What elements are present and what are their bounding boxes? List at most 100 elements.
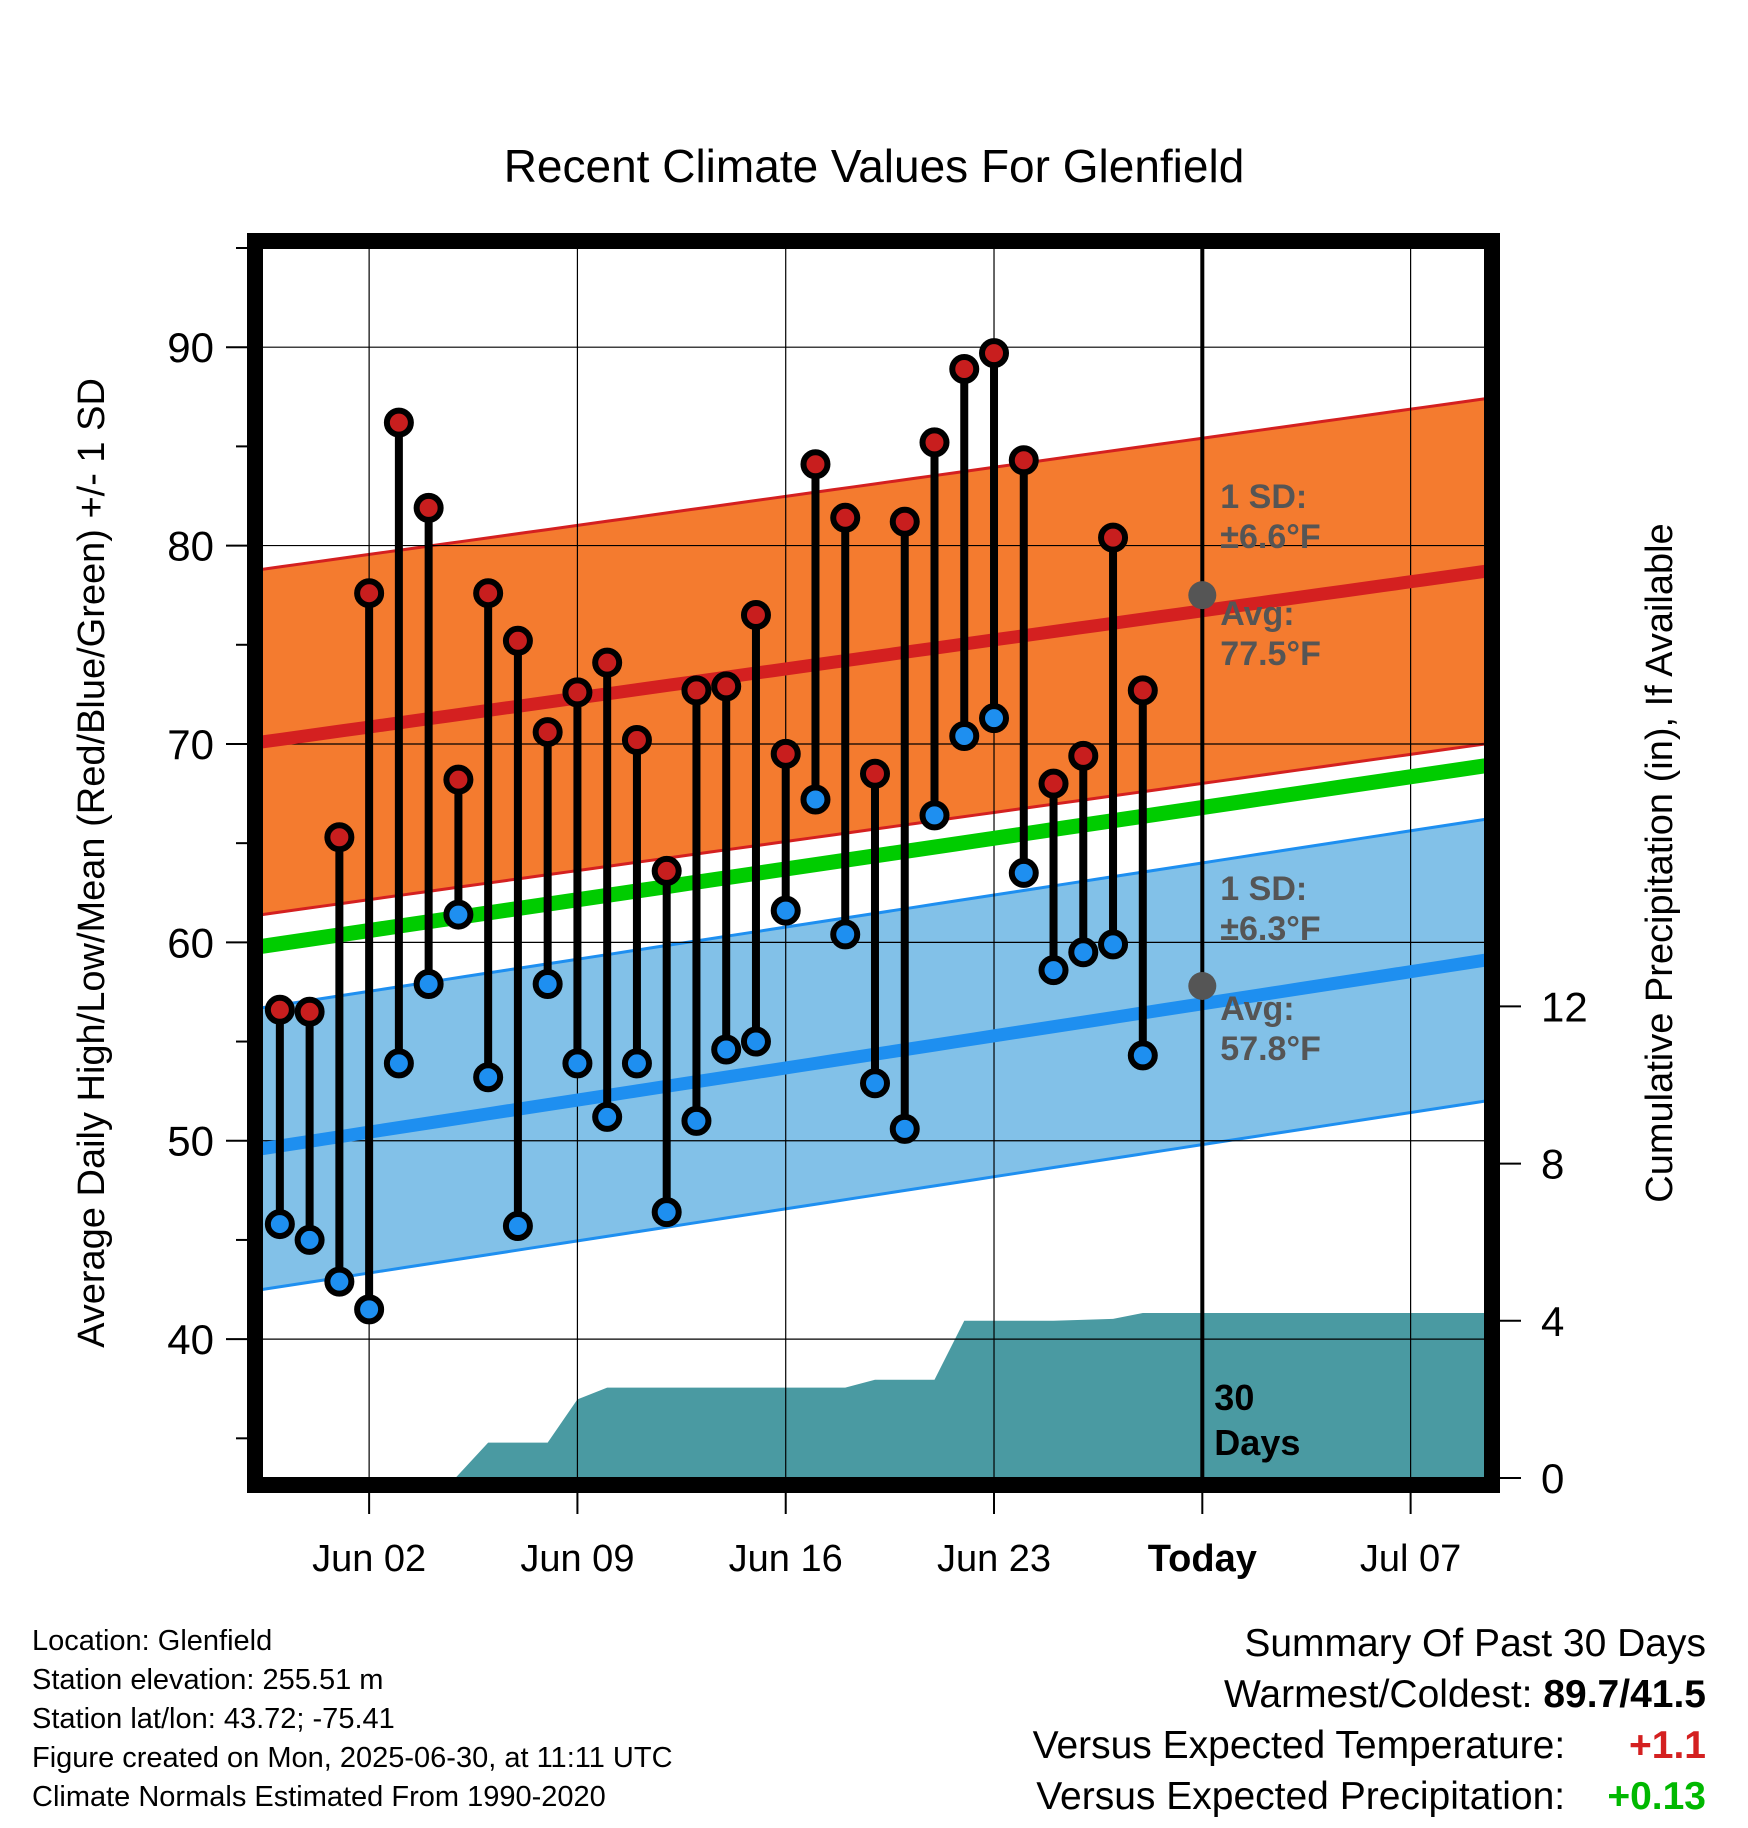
daily-high-point [859,758,890,789]
daily-low-point [324,1266,355,1297]
daily-low-point [383,1048,414,1079]
daily-low-point [1127,1040,1158,1071]
daily-high-point [1161,0,1185,12]
precip-label: Versus Expected Precipitation: [1036,1775,1566,1818]
daily-low-point [621,1048,652,1079]
daily-high-point [294,996,325,1027]
daily-high-point [919,427,950,458]
location-text: Location: Glenfield [32,1625,273,1657]
daily-high-point [592,647,623,678]
daily-low-point [1098,929,1129,960]
daily-high-point [711,671,742,702]
daily-low-point [830,919,861,950]
y-left-tick-label: 90 [167,324,214,371]
daily-high-point [949,354,980,385]
daily-high-point [979,338,1010,369]
low-avg-annotation-line: 57.8°F [1220,1030,1321,1068]
today-days-label: Days [1214,1422,1300,1463]
temp-label: Versus Expected Temperature: [1032,1724,1566,1767]
daily-low-point [740,1026,771,1057]
daily-low-point [1161,0,1185,12]
summary-temp: Versus Expected Temperature: +1.1 [1033,1720,1706,1771]
high-sd-annotation-line: ±6.6°F [1220,518,1320,556]
daily-high-point [1068,740,1099,771]
chart-title: Recent Climate Values For Glenfield [504,140,1245,192]
daily-low-point [889,1113,920,1144]
high-sd-annotation-line: 1 SD: [1220,478,1307,516]
summary-panel: Summary Of Past 30 Days Warmest/Coldest:… [1033,1618,1706,1822]
x-tick-label: Jun 09 [520,1538,634,1580]
high-sd-edge-upper [262,397,1485,571]
y-right-tick-label: 0 [1541,1455,1564,1502]
y-right-axis-label: Cumulative Precipitation (in), If Availa… [1639,523,1681,1202]
daily-low-point [443,899,474,930]
daily-low-point [413,969,444,1000]
daily-high-point [651,855,682,886]
x-tick-label: Today [1148,1538,1257,1580]
summary-warm-cold: Warmest/Coldest: 89.7/41.5 [1033,1669,1706,1720]
daily-high-point [1008,445,1039,476]
station-info: Location: Glenfield Station elevation: 2… [32,1622,673,1817]
x-tick-label: Jun 23 [937,1538,1051,1580]
y-left-tick-label: 80 [167,523,214,570]
today-high-avg-marker [1188,581,1217,610]
daily-high-point [562,677,593,708]
daily-low-point [651,1197,682,1228]
daily-high-point [1127,675,1158,706]
x-tick-label: Jun 02 [312,1538,426,1580]
created-text: Figure created on Mon, 2025-06-30, at 11… [32,1742,673,1774]
y-right-tick-label: 8 [1541,1141,1564,1188]
normals-text: Climate Normals Estimated From 1990-2020 [32,1781,606,1813]
low-sd-edge-lower [262,1099,1485,1292]
daily-high-point [354,578,385,609]
x-tick-label: Jul 07 [1360,1538,1461,1580]
daily-low-point [473,1062,504,1093]
y-left-tick-label: 40 [167,1316,214,1363]
daily-low-point [859,1068,890,1099]
x-tick-label: Jun 16 [729,1538,843,1580]
high-avg-annotation-line: 77.5°F [1220,635,1321,673]
low-sd-annotation-line: ±6.3°F [1220,910,1320,948]
daily-low-point [949,721,980,752]
today-days-label: 30 [1214,1377,1254,1418]
daily-low-point [1068,937,1099,968]
daily-low-point [800,784,831,815]
daily-low-point [770,895,801,926]
today-low-avg-marker [1188,972,1217,1000]
daily-low-point [1008,857,1039,888]
low-sd-annotation-line: 1 SD: [1220,870,1307,908]
y-right-tick-label: 12 [1541,983,1588,1030]
daily-low-point [562,1048,593,1079]
daily-low-point [979,703,1010,734]
daily-low-point [264,1209,295,1240]
warm-cold-value: 89.7/41.5 [1543,1673,1706,1716]
daily-high-point [800,449,831,480]
daily-low-point [592,1101,623,1132]
precip-value: +0.13 [1607,1775,1706,1818]
daily-high-point [443,764,474,795]
daily-high-point [324,822,355,853]
daily-high-point [621,725,652,755]
warm-cold-label: Warmest/Coldest: [1224,1673,1533,1716]
daily-high-point [770,738,801,769]
y-left-tick-label: 60 [167,919,214,966]
daily-high-point [1098,522,1129,553]
precip-area [455,1312,1485,1478]
daily-high-point [740,600,771,631]
y-left-tick-label: 50 [167,1118,214,1165]
daily-high-point [264,994,295,1025]
elevation-text: Station elevation: 255.51 m [32,1664,384,1696]
y-left-tick-label: 70 [167,721,214,768]
daily-low-point [532,969,563,1000]
plot-frame [247,233,1500,1493]
daily-high-point [830,502,861,533]
y-left-axis-label: Average Daily High/Low/Mean (Red/Blue/Gr… [71,378,113,1348]
daily-low-point [919,800,950,831]
summary-precip: Versus Expected Precipitation: +0.13 [1033,1771,1706,1822]
daily-high-point [473,578,504,609]
daily-high-point [532,717,563,748]
daily-high-point [1038,768,1069,799]
daily-high-point [889,506,920,537]
latlon-text: Station lat/lon: 43.72; -75.41 [32,1703,395,1735]
